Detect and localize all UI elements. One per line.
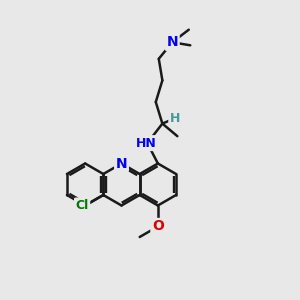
Text: N: N — [116, 157, 127, 170]
Text: O: O — [152, 220, 164, 233]
Text: HN: HN — [136, 136, 156, 150]
Text: Cl: Cl — [76, 199, 89, 212]
Text: H: H — [170, 112, 180, 125]
Text: N: N — [167, 35, 178, 49]
